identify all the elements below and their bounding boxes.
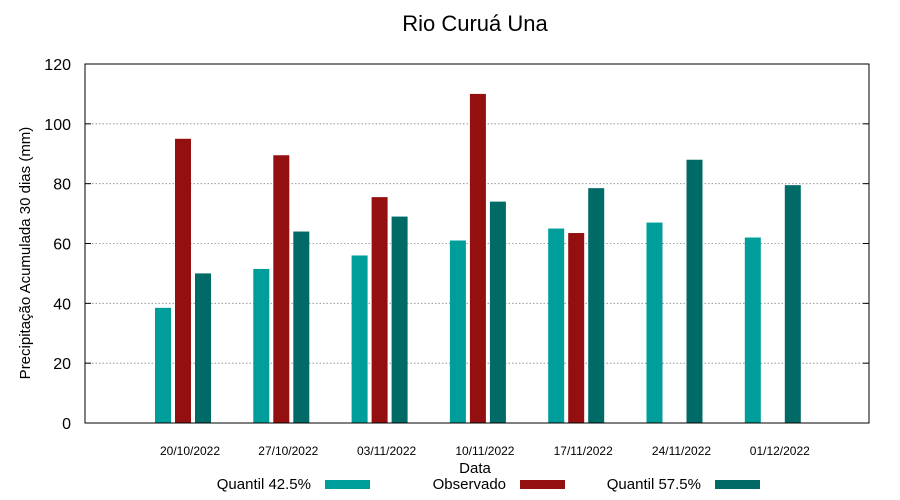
bar	[293, 231, 310, 423]
bar	[646, 222, 663, 423]
x-tick-label: 20/10/2022	[160, 444, 220, 458]
x-tick-label: 17/11/2022	[554, 444, 613, 458]
y-axis-label: Precipitação Acumulada 30 dias (mm)	[17, 127, 34, 380]
legend-label: Observado	[433, 476, 506, 493]
legend-swatch	[325, 480, 370, 489]
bar	[548, 228, 565, 423]
bar	[469, 93, 486, 424]
x-tick-label: 03/11/2022	[357, 444, 416, 458]
x-ticks: 20/10/2022 27/10/2022 03/11/2022 10/11/2022…	[160, 444, 810, 458]
bar	[273, 155, 290, 423]
legend: Quantil 42.5% Observado Quantil 57.5%	[217, 476, 760, 493]
x-tick-label: 01/12/2022	[750, 444, 810, 458]
y-tick-label: 80	[53, 177, 71, 194]
bar	[588, 188, 605, 423]
bar	[489, 201, 506, 423]
y-tick-label: 20	[53, 356, 71, 373]
bar	[155, 307, 171, 423]
x-tick-label: 10/11/2022	[455, 444, 514, 458]
y-tick-label: 0	[62, 416, 71, 433]
x-axis-label: Data	[459, 460, 491, 477]
bar	[744, 237, 761, 423]
y-tick-label: 100	[44, 117, 71, 134]
y-tick-label: 120	[44, 57, 71, 74]
legend-label: Quantil 57.5%	[607, 476, 701, 493]
y-tick-label: 40	[53, 296, 71, 313]
y-tick-label: 60	[53, 237, 71, 254]
legend-swatch	[715, 480, 760, 489]
bar	[391, 216, 408, 423]
bar	[371, 197, 388, 423]
x-tick-label: 27/10/2022	[258, 444, 318, 458]
bar	[784, 185, 801, 423]
chart-title: Rio Curuá Una	[402, 11, 548, 36]
bar	[351, 255, 368, 423]
bar	[195, 273, 211, 423]
bar	[686, 159, 703, 423]
legend-swatch	[520, 480, 565, 489]
x-tick-label: 24/11/2022	[652, 444, 711, 458]
bar	[253, 268, 270, 423]
bar	[175, 138, 191, 423]
legend-label: Quantil 42.5%	[217, 476, 311, 493]
y-ticks: 0 20 40 60 80 100 120	[44, 57, 869, 433]
bar	[449, 240, 466, 423]
bars	[155, 93, 801, 424]
bar	[568, 233, 585, 423]
